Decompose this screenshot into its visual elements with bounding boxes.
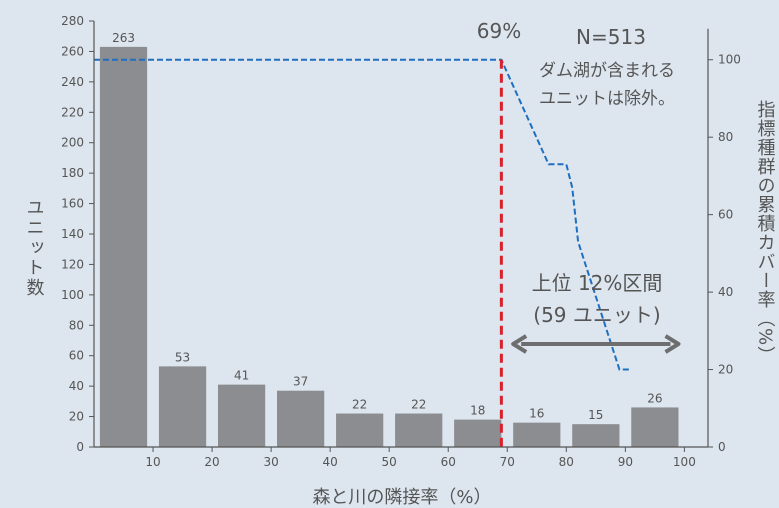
coverage-line bbox=[94, 58, 632, 371]
x-tick-label: 20 bbox=[204, 455, 219, 469]
note-line-1: ダム湖が含まれる bbox=[539, 61, 675, 81]
y-tick-label: 140 bbox=[61, 227, 84, 241]
x-tick-label: 50 bbox=[382, 455, 397, 469]
y2-tick-label: 100 bbox=[718, 53, 741, 67]
bar-value-label: 18 bbox=[470, 404, 485, 418]
bar-value-label: 26 bbox=[647, 391, 662, 405]
y-tick-label: 200 bbox=[61, 136, 84, 150]
range-arrow-left-head bbox=[511, 334, 528, 354]
y-tick-label: 280 bbox=[61, 14, 84, 28]
threshold-label: 69% bbox=[477, 19, 521, 43]
bar-value-label: 22 bbox=[352, 398, 367, 412]
bar bbox=[336, 413, 384, 447]
x-tick-label: 30 bbox=[263, 455, 278, 469]
y-tick-label: 220 bbox=[61, 105, 84, 119]
bar-value-label: 22 bbox=[411, 398, 426, 412]
y-tick-label: 60 bbox=[69, 349, 84, 363]
bar-value-label: 53 bbox=[175, 350, 190, 364]
bar bbox=[454, 419, 502, 447]
x-axis-label: 森と川の隣接率（%） bbox=[312, 487, 491, 508]
y-tick-label: 40 bbox=[69, 379, 84, 393]
bars-layer: 263 53 41 37 22 22 18 16 15 26 bbox=[99, 31, 679, 447]
y-tick-label: 0 bbox=[76, 440, 84, 454]
y-tick-label: 120 bbox=[61, 257, 84, 271]
y-tick-label: 180 bbox=[61, 166, 84, 180]
y2-tick-label: 0 bbox=[718, 440, 726, 454]
range-label-line-2: (59 ユニット) bbox=[533, 303, 660, 327]
y-tick-label: 20 bbox=[69, 410, 84, 424]
y-tick-label: 160 bbox=[61, 197, 84, 211]
y-axis-label: ユニット数 bbox=[24, 198, 45, 298]
range-label-line-1: 上位 12%区間 bbox=[532, 271, 663, 295]
range-arrow-right-head bbox=[664, 334, 681, 354]
bar-value-label: 15 bbox=[588, 408, 603, 422]
annotations-layer: 69% N=513 ダム湖が含まれる ユニットは除外。 上位 12%区間 (59… bbox=[477, 19, 675, 327]
y-tick-label: 240 bbox=[61, 75, 84, 89]
note-line-2: ユニットは除外。 bbox=[539, 89, 675, 109]
lines-layer bbox=[94, 58, 681, 447]
y2-tick-label: 60 bbox=[718, 208, 733, 222]
y2-tick-label: 20 bbox=[718, 363, 733, 377]
y2-tick-label: 80 bbox=[718, 130, 733, 144]
bar-value-label: 16 bbox=[529, 407, 544, 421]
x-tick-label: 100 bbox=[673, 455, 696, 469]
bar-value-label: 41 bbox=[234, 369, 249, 383]
y-tick-label: 100 bbox=[61, 288, 84, 302]
x-tick-label: 10 bbox=[145, 455, 160, 469]
bar bbox=[631, 407, 679, 447]
bar bbox=[513, 422, 561, 447]
x-tick-label: 60 bbox=[441, 455, 456, 469]
x-tick-label: 40 bbox=[323, 455, 338, 469]
bar bbox=[395, 413, 443, 447]
y-tick-label: 80 bbox=[69, 318, 84, 332]
axes-layer: 0204060801001201401601802002202402602801… bbox=[61, 14, 741, 469]
sample-size-label: N=513 bbox=[576, 25, 646, 49]
y-tick-label: 260 bbox=[61, 44, 84, 58]
bar-value-label: 37 bbox=[293, 375, 308, 389]
bar-value-label: 263 bbox=[112, 31, 135, 45]
x-tick-label: 80 bbox=[559, 455, 574, 469]
x-tick-label: 70 bbox=[500, 455, 515, 469]
x-tick-label: 90 bbox=[618, 455, 633, 469]
y2-axis-label: 指標種群の累積カバー率（%） bbox=[755, 100, 776, 365]
y2-tick-label: 40 bbox=[718, 285, 733, 299]
bar bbox=[572, 424, 620, 447]
bar bbox=[277, 390, 325, 447]
bar bbox=[99, 46, 148, 447]
bar bbox=[217, 384, 266, 447]
bar bbox=[158, 366, 207, 447]
